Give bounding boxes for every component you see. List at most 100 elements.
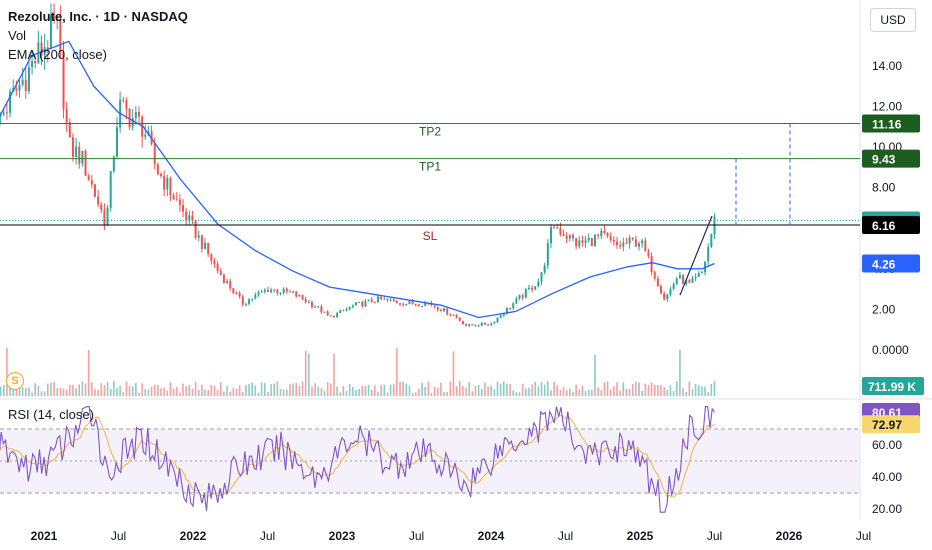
candle-body [279, 292, 282, 294]
ema-legend[interactable]: EMA (200, close) [8, 47, 107, 62]
candle-body [361, 301, 364, 307]
symbol-events-icon[interactable]: S [6, 372, 24, 390]
x-tick-label: Jul [856, 529, 871, 543]
chart-title: Rezolute, Inc. · 1D · NASDAQ [8, 9, 188, 24]
rsi-legend[interactable]: RSI (14, close) [8, 407, 94, 422]
volume-bar [575, 384, 577, 396]
volume-bar [383, 384, 386, 396]
price-tag-label: 11.16 [872, 117, 902, 131]
x-tick-label: 2025 [627, 529, 654, 543]
volume-bar [301, 381, 304, 396]
volume-bar [361, 385, 364, 396]
volume-bar [191, 388, 194, 396]
candle-body [644, 240, 647, 252]
volume-bar [179, 392, 181, 396]
volume-bar [616, 382, 618, 396]
volume-bar [411, 392, 414, 396]
volume-bar [150, 386, 153, 396]
price-tag-label: 4.26 [872, 258, 896, 272]
candle-body [53, 15, 56, 21]
volume-bar [493, 389, 496, 396]
volume-bar [65, 389, 68, 396]
volume-bar [232, 387, 235, 396]
candle-body [49, 15, 52, 50]
volume-bar [584, 390, 587, 396]
candle-body [411, 301, 414, 304]
candle-body [216, 264, 219, 271]
volume-bar [440, 382, 442, 396]
volume-bar [91, 382, 93, 396]
volume-bar [625, 389, 628, 396]
candle-body [351, 305, 354, 307]
candle-body [669, 288, 672, 295]
candle-body [27, 67, 30, 92]
volume-bar [94, 388, 96, 396]
volume-bar [537, 386, 540, 396]
volume-bar [452, 351, 455, 396]
candle-body [285, 288, 288, 292]
volume-bar [458, 381, 461, 396]
volume-bar [72, 384, 74, 396]
ema-line [0, 40, 715, 319]
volume-bar [21, 387, 24, 396]
candle-body [537, 281, 540, 287]
candle-body [672, 284, 675, 289]
candle-body [329, 315, 332, 317]
candle-body [587, 237, 590, 241]
volume-bar [367, 384, 370, 396]
volume-bar [499, 383, 502, 396]
volume-bar [125, 381, 128, 396]
candle-body [248, 299, 251, 304]
candle-body [332, 315, 335, 318]
candle-body [40, 42, 43, 56]
candle-body [465, 324, 468, 326]
candle-body [163, 176, 166, 190]
candle-body [131, 118, 134, 128]
volume-bar [163, 387, 165, 396]
volume-bar [559, 389, 562, 396]
volume-legend[interactable]: Vol [8, 28, 27, 43]
candle-body [75, 146, 78, 157]
candle-body [675, 278, 678, 285]
currency-button[interactable]: USD [870, 8, 916, 32]
volume-bar [509, 383, 511, 396]
level-label-tp2: TP2 [419, 124, 441, 138]
candle-body [81, 150, 84, 164]
volume-bar [157, 385, 159, 396]
volume-bar [455, 386, 458, 396]
rsi-y-tick-label: 40.00 [872, 470, 902, 484]
volume-bar [276, 381, 279, 396]
volume-bar [106, 382, 109, 396]
volume-bar [216, 389, 219, 396]
volume-bar [628, 389, 631, 396]
volume-bar [386, 392, 389, 396]
candle-body [78, 146, 81, 164]
volume-bar [267, 392, 269, 396]
candle-body [496, 317, 499, 323]
candle-body [112, 156, 115, 172]
candle-body [115, 127, 118, 157]
candle-body [414, 303, 417, 305]
candle-body [323, 311, 326, 313]
volume-bar [251, 382, 254, 396]
candle-body [593, 235, 596, 247]
candle-body [556, 227, 559, 229]
volume-bar [591, 389, 593, 396]
candle-body [100, 204, 103, 210]
candle-body [34, 61, 37, 64]
volume-bar [119, 385, 121, 396]
volume-bar [34, 383, 37, 396]
volume-bar [449, 381, 452, 396]
candle-body [24, 79, 27, 92]
volume-bar [672, 391, 675, 396]
volume-bar [135, 382, 137, 396]
candle-body [244, 303, 247, 305]
volume-bar [427, 381, 430, 396]
volume-bar [556, 385, 559, 396]
candle-body [436, 306, 439, 310]
volume-bar [540, 382, 543, 396]
candle-body [251, 298, 254, 300]
volume-bar [355, 390, 357, 396]
volume-bar [657, 385, 659, 396]
